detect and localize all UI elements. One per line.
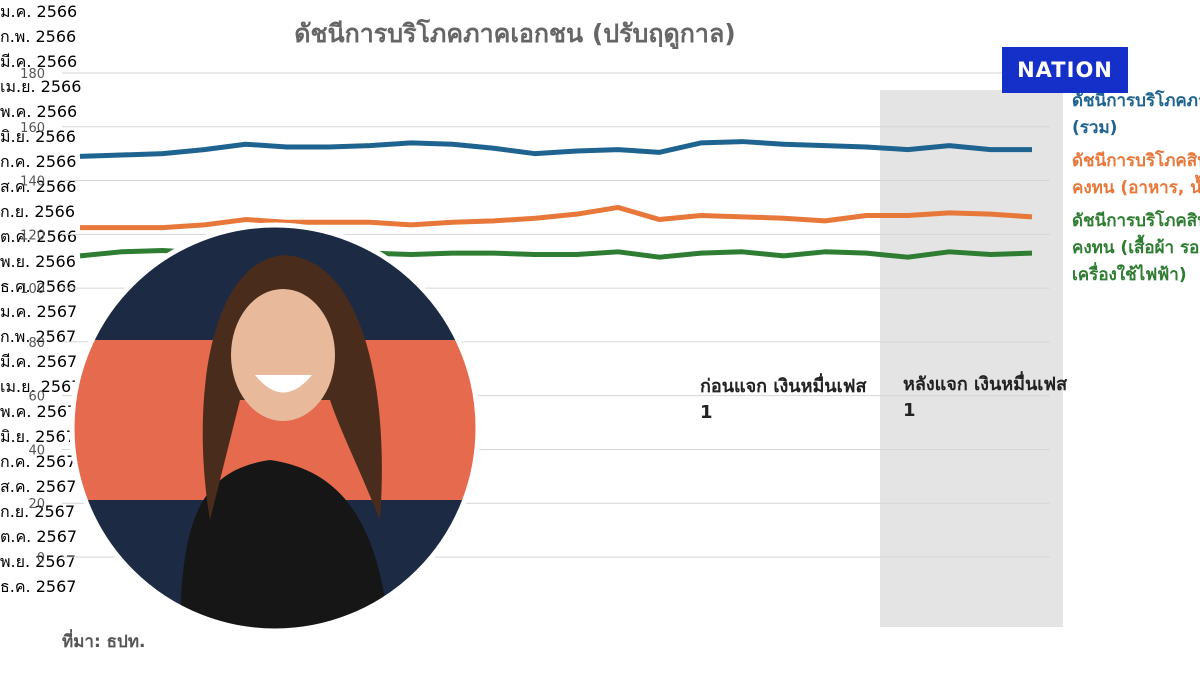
legend-entry: ดัชนีการบริโภคสินค้ากึ่งคงทน (เสื้อผ้า ร… bbox=[1072, 211, 1200, 285]
x-tick-label: ต.ค. 2567 bbox=[0, 527, 78, 546]
legend-entry: ดัชนีการบริโภคภาคเอกชน (รวม) bbox=[1072, 91, 1200, 138]
logo: NATION bbox=[1002, 47, 1128, 93]
x-tick-label: ธ.ค. 2566 bbox=[0, 277, 77, 296]
annotation: หลังแจก เงินหมื่นเฟส 1 bbox=[903, 374, 1068, 421]
source-note: ที่มา: ธปท. bbox=[62, 632, 146, 652]
y-tick-label: 180 bbox=[20, 67, 45, 82]
y-tick-label: 140 bbox=[20, 175, 45, 190]
y-tick-label: 40 bbox=[28, 443, 45, 458]
x-tick-label: ม.ค. 2567 bbox=[0, 302, 78, 321]
y-tick-label: 80 bbox=[28, 336, 45, 351]
x-tick-label: พ.ย. 2566 bbox=[0, 252, 76, 271]
y-tick-label: 20 bbox=[28, 497, 45, 512]
x-tick-label: มี.ค. 2567 bbox=[0, 352, 78, 371]
x-tick-label: ก.ย. 2567 bbox=[0, 502, 76, 521]
x-tick-label: มิ.ย. 2566 bbox=[0, 127, 76, 146]
x-tick-label: ก.พ. 2566 bbox=[0, 27, 77, 46]
x-tick-label: ก.ค. 2567 bbox=[0, 452, 77, 471]
x-tick-label: ส.ค. 2566 bbox=[0, 177, 77, 196]
x-tick-label: ต.ค. 2566 bbox=[0, 227, 78, 246]
y-tick-label: 120 bbox=[20, 228, 45, 243]
x-tick-label: เม.ย. 2567 bbox=[0, 377, 82, 396]
x-tick-label: ม.ค. 2566 bbox=[0, 2, 78, 21]
x-tick-label: มิ.ย. 2567 bbox=[0, 427, 76, 446]
y-tick-label: 100 bbox=[20, 282, 45, 297]
y-tick-label: 0 bbox=[37, 551, 45, 566]
x-tick-label: พ.ย. 2567 bbox=[0, 552, 76, 571]
annotation: ก่อนแจก เงินหมื่นเฟส 1 bbox=[700, 376, 867, 423]
legend: ดัชนีการบริโภคภาคเอกชน (รวม) ดัชนีการบริโ… bbox=[1072, 88, 1200, 295]
x-tick-label: ก.ค. 2566 bbox=[0, 152, 77, 171]
x-tick-label: ก.พ. 2567 bbox=[0, 327, 77, 346]
series-line bbox=[79, 139, 1032, 159]
series-line bbox=[80, 204, 1033, 231]
legend-entry: ดัชนีการบริโภคสินค้าไม่คงทน (อาหาร, น้ำม… bbox=[1072, 151, 1200, 198]
y-tick-label: 160 bbox=[20, 121, 45, 136]
x-tick-label: เม.ย. 2566 bbox=[0, 77, 82, 96]
after-phase-shade bbox=[880, 90, 1063, 627]
x-tick-label: ก.ย. 2566 bbox=[0, 202, 76, 221]
chart-title: ดัชนีการบริโภคภาคเอกชน (ปรับฤดูกาล) bbox=[294, 18, 735, 50]
y-tick-label: 60 bbox=[28, 390, 45, 405]
x-tick-label: พ.ค. 2566 bbox=[0, 102, 78, 121]
x-tick-label: ธ.ค. 2567 bbox=[0, 577, 77, 596]
x-tick-label: มี.ค. 2566 bbox=[0, 52, 78, 71]
x-tick-label: ส.ค. 2567 bbox=[0, 477, 77, 496]
x-tick-label: พ.ค. 2567 bbox=[0, 402, 78, 421]
